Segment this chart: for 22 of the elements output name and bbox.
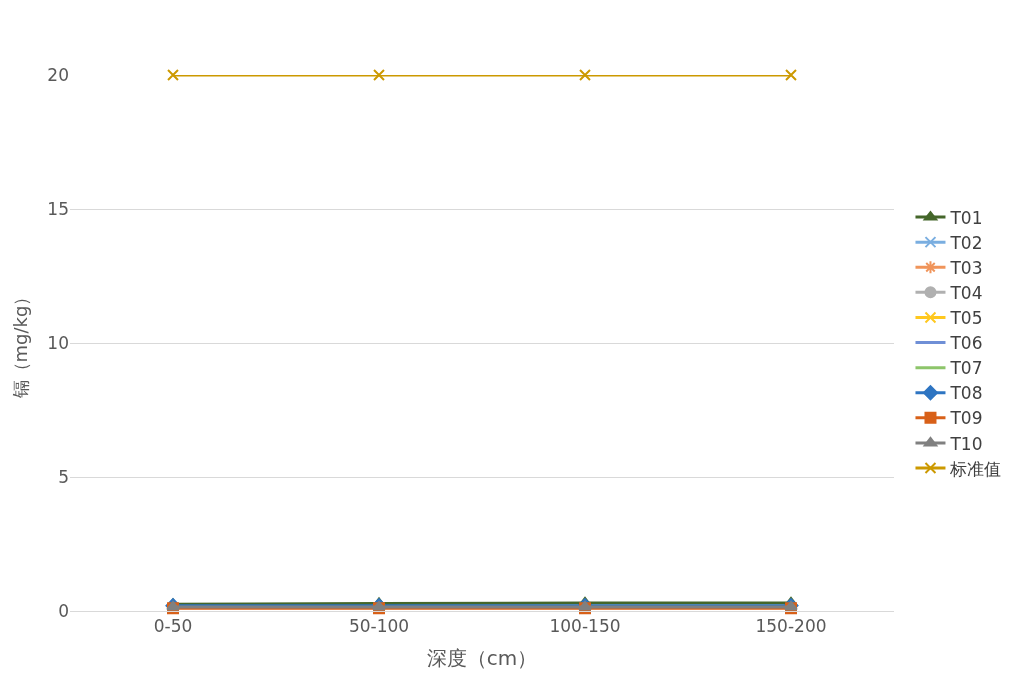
y-tick-label: 15 — [47, 198, 69, 219]
legend-label: T08 — [949, 383, 983, 404]
x-tick-label: 0-50 — [153, 616, 193, 637]
x-tick-label: 50-100 — [348, 616, 410, 637]
legend-label: T09 — [949, 408, 983, 429]
legend-label: T04 — [949, 282, 983, 303]
legend-label: T07 — [949, 358, 983, 379]
y-tick-label: 10 — [47, 332, 69, 353]
y-tick-label: 5 — [58, 466, 69, 487]
legend-label: T03 — [949, 257, 983, 278]
legend-label: 标准值 — [949, 458, 1002, 479]
x-tick-label: 150-200 — [755, 616, 827, 637]
legend-label: T01 — [949, 207, 983, 228]
legend-label: T02 — [949, 232, 983, 253]
y-axis-title: 镉（mg/kg） — [9, 287, 31, 400]
y-tick-label: 20 — [47, 64, 69, 85]
legend-label: T05 — [949, 308, 983, 329]
legend-label: T10 — [949, 433, 983, 454]
x-tick-label: 100-150 — [549, 616, 621, 637]
legend-label: T06 — [949, 333, 983, 354]
y-tick-label: 0 — [58, 600, 69, 621]
x-axis-title: 深度（cm） — [426, 645, 538, 670]
